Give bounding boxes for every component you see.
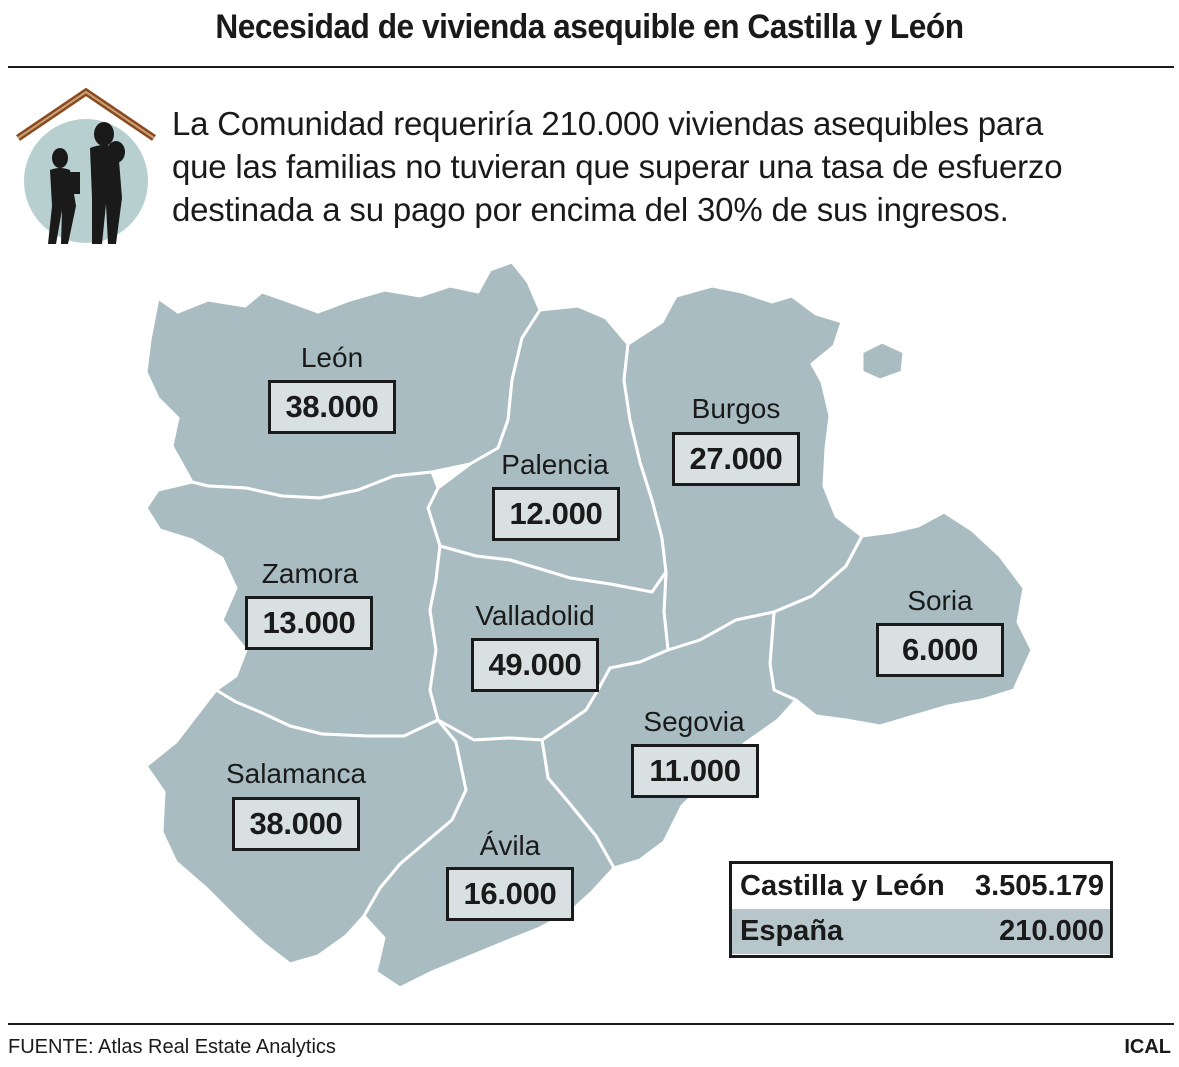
province-label-segovia: Segovia	[643, 706, 745, 737]
totals-value: 210.000	[999, 915, 1104, 947]
totals-table: Castilla y León 3.505.179 España 210.000	[729, 861, 1113, 958]
province-label-burgos: Burgos	[691, 393, 781, 424]
intro-line: que las familias no tuvieran que superar…	[172, 148, 1063, 185]
province-label-palencia: Palencia	[501, 449, 609, 480]
family-house-icon	[16, 87, 156, 244]
intro-text: La Comunidad requeriría 210.000 vivienda…	[172, 102, 1162, 231]
province-label-avila: Ávila	[479, 830, 541, 861]
intro-line: La Comunidad requeriría 210.000 vivienda…	[172, 105, 1044, 142]
province-segovia	[540, 610, 798, 870]
province-label-leon: León	[300, 342, 364, 373]
province-label-zamora: Zamora	[261, 558, 359, 589]
province-burgos-enclave	[860, 340, 906, 382]
province-value-salamanca: 38.000	[232, 797, 360, 851]
province-label-soria: Soria	[907, 585, 973, 616]
province-label-salamanca: Salamanca	[225, 758, 367, 789]
province-value-segovia: 11.000	[631, 744, 759, 798]
province-value-soria: 6.000	[876, 623, 1004, 677]
source-credit: FUENTE: Atlas Real Estate Analytics	[8, 1036, 336, 1058]
brand-credit: ICAL	[1124, 1036, 1171, 1058]
province-value-palencia: 12.000	[492, 487, 620, 541]
province-value-valladolid: 49.000	[471, 638, 599, 692]
page-title: Necesidad de vivienda asequible en Casti…	[215, 8, 964, 46]
totals-name: Castilla y León	[740, 870, 945, 902]
province-value-zamora: 13.000	[245, 596, 373, 650]
bottom-divider	[8, 1023, 1174, 1025]
totals-row-espana: España 210.000	[732, 909, 1110, 954]
intro-line: destinada a su pago por encima del 30% d…	[172, 191, 1009, 228]
totals-name: España	[740, 915, 844, 947]
province-value-avila: 16.000	[446, 867, 574, 921]
top-divider	[8, 66, 1174, 68]
province-avila	[362, 718, 616, 990]
province-label-valladolid: Valladolid	[475, 600, 595, 631]
province-value-burgos: 27.000	[672, 432, 800, 486]
totals-value: 3.505.179	[974, 870, 1104, 902]
province-value-leon: 38.000	[268, 380, 396, 434]
totals-row-cyl: Castilla y León 3.505.179	[732, 864, 1110, 909]
